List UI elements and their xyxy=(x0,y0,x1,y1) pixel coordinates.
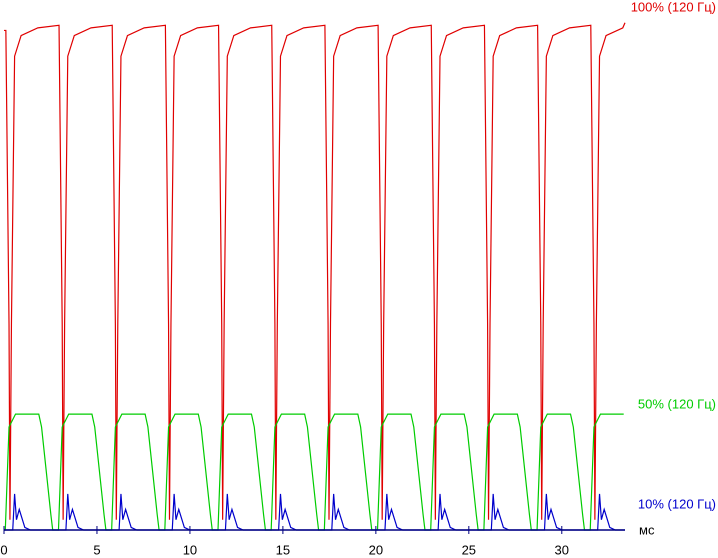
series-line xyxy=(4,413,624,531)
x-tick-label: 30 xyxy=(555,542,569,557)
x-tick-label: 15 xyxy=(276,542,290,557)
series-label: 100% (120 Гц) xyxy=(631,0,716,14)
x-tick-label: 25 xyxy=(462,542,476,557)
series-line xyxy=(4,493,625,531)
x-tick-label: 0 xyxy=(0,542,7,557)
x-tick-label: 20 xyxy=(369,542,383,557)
series-label: 50% (120 Гц) xyxy=(638,396,716,411)
x-tick-label: 10 xyxy=(183,542,197,557)
series-label: 10% (120 Гц) xyxy=(638,496,716,511)
x-axis-label: мс xyxy=(639,522,655,537)
x-tick-label: 5 xyxy=(93,542,100,557)
series-line xyxy=(4,22,626,520)
